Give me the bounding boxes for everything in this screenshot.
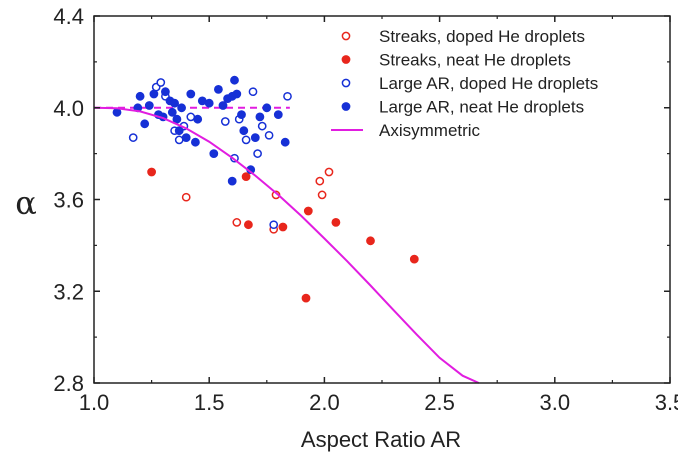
x-tick-label: 3.0 <box>540 390 571 415</box>
x-tick-label: 3.5 <box>655 390 678 415</box>
x-tick-label: 2.0 <box>309 390 340 415</box>
y-tick-label: 2.8 <box>53 371 84 396</box>
data-point-series-4 <box>186 89 196 99</box>
data-point-series-3 <box>156 78 166 87</box>
data-point-series-4 <box>170 98 180 108</box>
x-axis-label: Aspect Ratio AR <box>301 427 461 452</box>
data-point-series-4 <box>190 137 200 147</box>
data-point-series-4 <box>135 91 145 101</box>
data-point-series-1 <box>317 190 327 200</box>
y-tick-label: 3.2 <box>53 279 84 304</box>
plot-area <box>93 75 480 384</box>
data-point-series-2 <box>241 172 251 182</box>
data-point-series-1 <box>181 192 191 202</box>
data-point-series-4 <box>209 149 219 159</box>
data-point-series-2 <box>243 220 253 230</box>
data-point-series-4 <box>230 75 239 85</box>
plot-frame <box>93 15 671 384</box>
y-tick-label: 4.0 <box>53 96 84 121</box>
y-axis-label: α <box>15 184 37 222</box>
data-point-series-4 <box>273 110 283 119</box>
legend-entry-label: Streaks, doped He droplets <box>379 27 585 46</box>
data-point-series-4 <box>177 103 187 113</box>
data-point-series-2 <box>278 222 288 232</box>
data-point-series-4 <box>262 103 272 113</box>
data-point-series-2 <box>331 217 341 227</box>
data-point-series-3 <box>248 87 258 97</box>
data-point-series-4 <box>280 137 290 147</box>
data-point-series-4 <box>250 133 260 143</box>
data-point-series-3 <box>128 133 138 142</box>
data-point-series-1 <box>324 167 334 177</box>
data-point-series-4 <box>213 85 223 94</box>
data-point-series-4 <box>144 101 154 110</box>
data-point-series-4 <box>232 89 242 99</box>
data-point-series-1 <box>232 218 242 227</box>
series-line-axisymmetric <box>93 106 480 384</box>
x-tick-label: 1.0 <box>79 390 110 415</box>
legend-swatch-marker <box>341 55 351 64</box>
data-point-series-3 <box>241 135 251 145</box>
data-point-series-4 <box>227 176 237 186</box>
data-point-series-2 <box>147 167 157 177</box>
legend-entry-label: Large AR, doped He droplets <box>379 74 598 93</box>
legend-swatch-marker <box>341 102 351 111</box>
data-point-series-2 <box>301 293 311 303</box>
data-point-series-2 <box>366 236 375 246</box>
y-tick-label: 3.6 <box>53 188 84 213</box>
data-point-series-2 <box>303 206 313 216</box>
data-point-series-4 <box>140 119 150 129</box>
data-point-series-4 <box>174 126 184 136</box>
legend: Streaks, doped He droplets Streaks, neat … <box>331 27 598 140</box>
data-point-series-3 <box>257 121 267 131</box>
data-point-series-4 <box>204 98 214 108</box>
legend-swatch-marker <box>341 31 351 41</box>
data-point-series-1 <box>315 176 325 186</box>
data-point-series-4 <box>237 110 246 119</box>
x-tick-label: 1.5 <box>194 390 225 415</box>
data-point-series-3 <box>283 91 292 101</box>
data-point-series-4 <box>181 133 191 143</box>
data-point-series-4 <box>149 89 159 99</box>
legend-swatch-marker <box>341 78 351 88</box>
data-point-series-2 <box>409 254 419 264</box>
data-point-series-3 <box>220 117 230 126</box>
legend-entry-label: Large AR, neat He droplets <box>379 98 584 117</box>
data-point-series-4 <box>218 101 228 110</box>
data-point-series-4 <box>193 114 203 124</box>
data-point-series-3 <box>269 220 279 230</box>
legend-entry-label: Streaks, neat He droplets <box>379 51 571 70</box>
data-point-series-3 <box>264 130 274 140</box>
y-tick-label: 4.4 <box>53 4 84 29</box>
data-point-series-4 <box>160 87 170 97</box>
data-point-series-4 <box>255 112 265 122</box>
data-point-series-4 <box>167 107 177 117</box>
data-point-series-3 <box>174 135 184 145</box>
x-tick-label: 2.5 <box>424 390 455 415</box>
axes: 1.0 1.5 2.0 2.5 3.0 3.5 2.8 3.2 3.6 4.0 4.4 <box>53 4 678 415</box>
legend-entry-label: Axisymmetric <box>379 121 481 140</box>
data-point-series-3 <box>253 149 262 158</box>
data-point-series-4 <box>239 126 249 136</box>
